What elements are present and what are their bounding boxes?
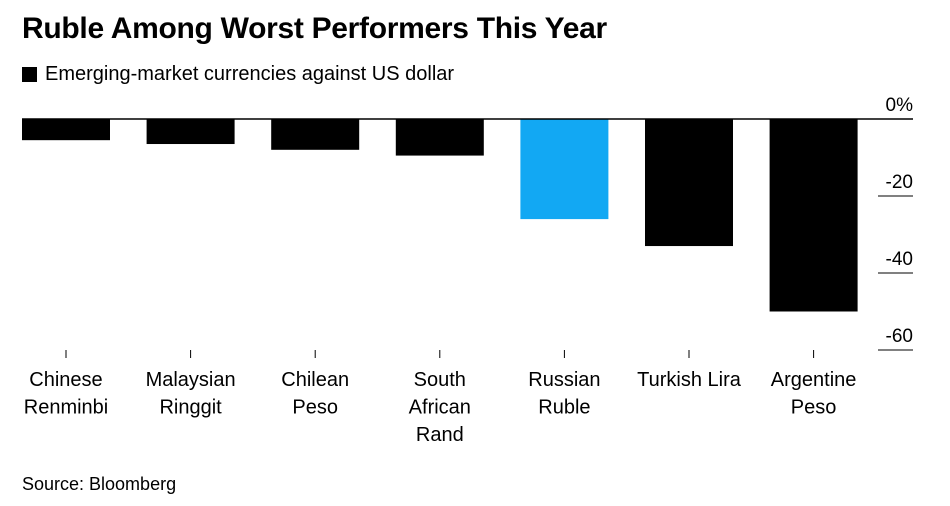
source-note: Source: Bloomberg [22, 474, 177, 494]
bar [645, 119, 733, 247]
y-tick-label: -40 [886, 249, 913, 270]
chart-title: Ruble Among Worst Performers This Year [22, 12, 607, 45]
bar [146, 119, 235, 145]
x-tick-label: Russian Ruble [528, 369, 600, 419]
x-tick-label: South African Rand [409, 369, 471, 446]
bar [520, 119, 609, 220]
bar [22, 119, 110, 141]
legend-swatch [22, 66, 37, 82]
x-tick-label: Malaysian Ringgit [146, 369, 236, 419]
x-tick-label: Chinese Renminbi [24, 369, 108, 419]
legend-label: Emerging-market currencies against US do… [45, 62, 455, 85]
x-tick-label: Turkish Lira [637, 369, 742, 391]
y-tick-label: -60 [886, 326, 913, 347]
y-tick-label: -20 [886, 172, 913, 193]
bar [271, 119, 360, 150]
bar [769, 119, 858, 312]
x-tick-label: Argentine Peso [771, 369, 857, 419]
legend: Emerging-market currencies against US do… [22, 62, 454, 86]
y-tick-label: 0% [886, 95, 914, 116]
bar [395, 119, 484, 156]
x-tick-label: Chilean Peso [281, 369, 349, 419]
